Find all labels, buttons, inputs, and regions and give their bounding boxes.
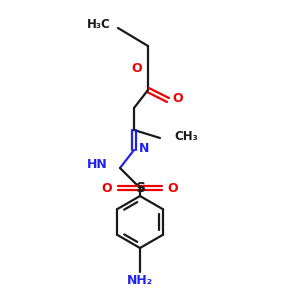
Text: O: O bbox=[168, 182, 178, 194]
Text: CH₃: CH₃ bbox=[174, 130, 198, 143]
Text: NH₂: NH₂ bbox=[127, 274, 153, 287]
Text: N: N bbox=[139, 142, 149, 154]
Text: O: O bbox=[102, 182, 112, 194]
Text: HN: HN bbox=[87, 158, 108, 172]
Text: O: O bbox=[173, 92, 183, 104]
Text: H₃C: H₃C bbox=[87, 19, 111, 32]
Text: S: S bbox=[136, 181, 146, 195]
Text: O: O bbox=[132, 61, 142, 74]
